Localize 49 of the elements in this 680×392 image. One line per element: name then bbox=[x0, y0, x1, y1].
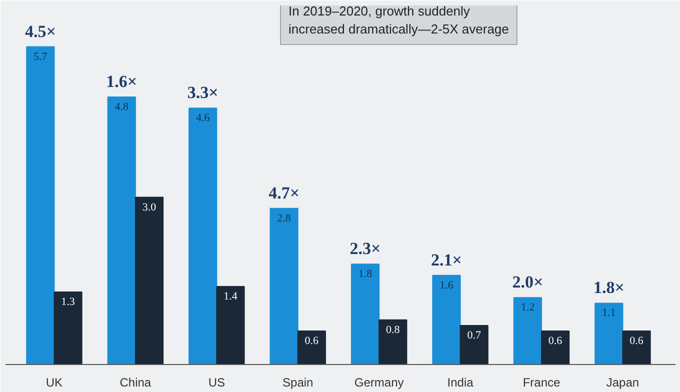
data-label: 0.6 bbox=[304, 335, 320, 348]
bar bbox=[134, 196, 164, 364]
x-tick-label: India bbox=[447, 376, 474, 390]
x-tick-label: Germany bbox=[354, 376, 404, 390]
annotation: 2.0× bbox=[512, 272, 544, 292]
x-tick-label: US bbox=[208, 376, 225, 390]
annotation: 4.5× bbox=[24, 22, 56, 41]
data-label: 1.3 bbox=[61, 296, 76, 308]
data-label: 1.8 bbox=[358, 268, 373, 280]
x-tick-label: Spain bbox=[282, 376, 314, 390]
text: In 2019–2020, growth suddenly increased dramatically—2-5X average bbox=[288, 4, 509, 36]
annotation: 4.7× bbox=[268, 183, 300, 202]
data-label: 3.0 bbox=[142, 201, 157, 214]
x-tick-label: UK bbox=[46, 376, 63, 390]
data-label: 0.6 bbox=[548, 335, 563, 348]
bar bbox=[378, 319, 408, 364]
x-tick-label: China bbox=[120, 376, 152, 390]
bar bbox=[460, 324, 488, 364]
bar bbox=[513, 297, 542, 364]
bar bbox=[107, 96, 136, 364]
x-tick-label: France bbox=[522, 376, 560, 390]
data-label: 1.2 bbox=[520, 302, 535, 314]
annotation: 1.8× bbox=[593, 278, 624, 298]
data-label: 0.6 bbox=[630, 335, 644, 348]
bar bbox=[622, 330, 651, 364]
bar bbox=[26, 46, 55, 364]
bar bbox=[432, 274, 461, 364]
bar bbox=[270, 208, 298, 364]
data-label: 4.6 bbox=[196, 112, 210, 124]
data-label: 5.7 bbox=[34, 50, 48, 63]
annotation: 3.3× bbox=[187, 83, 218, 102]
data-label: 0.7 bbox=[467, 329, 482, 342]
bar bbox=[594, 302, 624, 364]
data-label: 2.8 bbox=[277, 212, 292, 224]
data-label: 0.8 bbox=[386, 324, 400, 336]
bar bbox=[350, 264, 380, 364]
annotation: 1.6× bbox=[106, 72, 138, 91]
data-label: 1.1 bbox=[602, 307, 616, 320]
x-tick-label: Japan bbox=[606, 376, 640, 390]
data-label: 1.6 bbox=[440, 279, 454, 292]
annotation: 2.1× bbox=[431, 250, 462, 270]
data-label: 1.4 bbox=[224, 290, 238, 302]
bar bbox=[188, 108, 218, 364]
data-label: 4.8 bbox=[114, 100, 130, 113]
bar bbox=[54, 292, 82, 364]
bar bbox=[297, 330, 326, 364]
bar bbox=[216, 286, 245, 364]
bar bbox=[541, 330, 570, 364]
annotation: 2.3× bbox=[350, 239, 381, 258]
